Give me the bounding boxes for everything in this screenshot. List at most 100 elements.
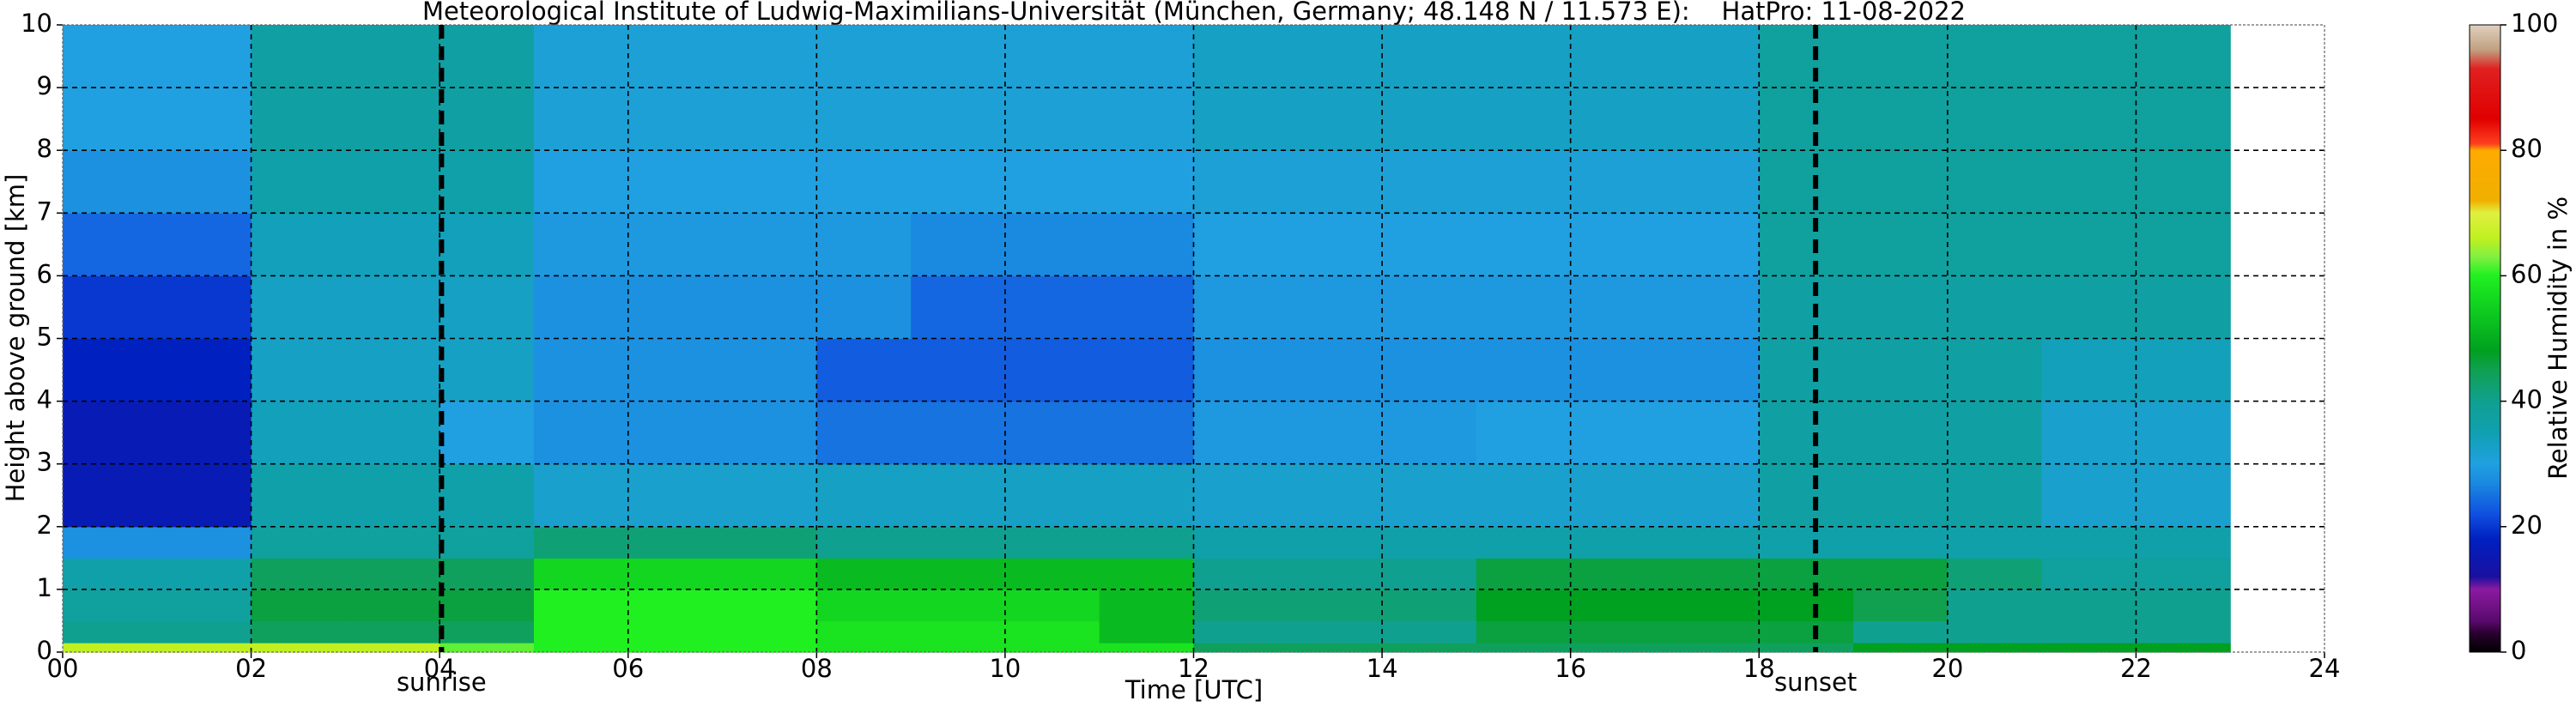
heatmap-cell xyxy=(1759,463,1854,528)
heatmap-cell xyxy=(2041,589,2137,622)
heatmap-cell xyxy=(251,275,346,340)
heatmap-cell xyxy=(1759,275,1854,340)
heatmap-cell xyxy=(439,620,535,644)
heatmap-cell xyxy=(1947,643,2043,653)
heatmap-cell xyxy=(1288,213,1383,276)
heatmap-cell xyxy=(1947,338,2043,402)
heatmap-cell xyxy=(2136,463,2231,528)
heatmap-cell xyxy=(1570,213,1666,276)
heatmap-cell xyxy=(1099,589,1195,622)
heatmap-cell xyxy=(722,275,817,340)
heatmap-cell xyxy=(1288,620,1383,644)
heatmap-cell xyxy=(1193,338,1288,402)
heatmap-cell xyxy=(722,213,817,276)
heatmap-cell xyxy=(533,150,629,214)
y-axis-label: Height above ground [km] xyxy=(1,174,30,503)
y-tick-label: 6 xyxy=(37,259,52,288)
heatmap-cell xyxy=(627,463,724,528)
heatmap-cell xyxy=(1570,150,1666,214)
colorbar-label: Relative Humidity in % xyxy=(2543,196,2573,480)
heatmap-cell xyxy=(2136,213,2231,276)
heatmap-cell xyxy=(1947,526,2043,559)
heatmap-cell xyxy=(1099,338,1195,402)
chart-title: Meteorological Institute of Ludwig-Maxim… xyxy=(422,0,1966,26)
x-tick-label: 04 xyxy=(424,654,456,683)
heatmap-cell xyxy=(1288,558,1383,590)
y-tick-label: 2 xyxy=(37,511,52,540)
heatmap-cell xyxy=(1759,150,1854,214)
heatmap-cell xyxy=(63,526,158,559)
heatmap-cell xyxy=(1193,643,1288,653)
heatmap-cell xyxy=(816,558,912,590)
heatmap-cell xyxy=(816,338,912,402)
heatmap-cell xyxy=(63,643,158,653)
heatmap-cell xyxy=(533,338,629,402)
heatmap-cell xyxy=(1193,589,1288,622)
heatmap-cell xyxy=(2041,643,2137,653)
heatmap-cell xyxy=(722,401,817,465)
heatmap-cell xyxy=(1664,643,1760,653)
heatmap-cell xyxy=(533,643,629,653)
heatmap-cell xyxy=(1004,463,1100,528)
heatmap-cell xyxy=(1382,213,1477,276)
heatmap-cell xyxy=(156,338,252,402)
heatmap-cell xyxy=(722,463,817,528)
heatmap-cell xyxy=(1382,463,1477,528)
heatmap-cell xyxy=(156,463,252,528)
x-tick-label: 18 xyxy=(1743,654,1775,683)
x-tick-label: 10 xyxy=(989,654,1021,683)
heatmap-cell xyxy=(533,620,629,644)
heatmap-cell xyxy=(156,526,252,559)
heatmap-cell xyxy=(1476,338,1572,402)
heatmap-cell xyxy=(1853,213,1949,276)
heatmap-cell xyxy=(2041,463,2137,528)
heatmap-cell xyxy=(1193,558,1288,590)
marker-label: sunset xyxy=(1774,668,1857,697)
x-tick-label: 14 xyxy=(1367,654,1398,683)
heatmap-cell xyxy=(345,213,440,276)
heatmap-cell xyxy=(1099,150,1195,214)
heatmap-cell xyxy=(251,526,346,559)
heatmap-cell xyxy=(251,338,346,402)
heatmap-cell xyxy=(2041,213,2137,276)
heatmap-cell xyxy=(722,150,817,214)
heatmap-cell xyxy=(2136,589,2231,622)
heatmap-cell xyxy=(2136,526,2231,559)
colorbar-tick-label: 100 xyxy=(2511,9,2558,38)
heatmap-cell xyxy=(1664,338,1760,402)
heatmap-cell xyxy=(1759,620,1854,644)
heatmap-cell xyxy=(1288,526,1383,559)
heatmap-cell xyxy=(439,558,535,590)
heatmap-cell xyxy=(627,401,724,465)
colorbar-tick-label: 60 xyxy=(2511,259,2543,288)
heatmap-cell xyxy=(439,463,535,528)
heatmap-cell xyxy=(439,526,535,559)
heatmap-cell xyxy=(1664,620,1760,644)
heatmap-cell xyxy=(1476,558,1572,590)
heatmap-cell xyxy=(2136,275,2231,340)
heatmap-cell xyxy=(345,558,440,590)
heatmap-cell xyxy=(439,401,535,465)
heatmap-cell xyxy=(1382,643,1477,653)
heatmap-cell xyxy=(1664,401,1760,465)
heatmap-cell xyxy=(2041,620,2137,644)
heatmap-cell xyxy=(1193,401,1288,465)
y-tick-label: 0 xyxy=(37,636,52,665)
heatmap-cell xyxy=(1476,643,1572,653)
heatmap-cell xyxy=(1476,463,1572,528)
heatmap-cell xyxy=(156,558,252,590)
heatmap-cell xyxy=(251,558,346,590)
heatmap-cell xyxy=(1476,150,1572,214)
heatmap-cell xyxy=(1382,150,1477,214)
heatmap-cell xyxy=(1099,401,1195,465)
heatmap-cell xyxy=(1099,213,1195,276)
y-tick-label: 10 xyxy=(21,9,52,38)
heatmap-cell xyxy=(345,150,440,214)
heatmap-cell xyxy=(1288,589,1383,622)
heatmap-cell xyxy=(1570,558,1666,590)
heatmap-cell xyxy=(439,643,535,653)
heatmap-cell xyxy=(1853,643,1949,653)
heatmap-cell xyxy=(911,558,1006,590)
heatmap-cell xyxy=(63,401,158,465)
heatmap-cell xyxy=(251,150,346,214)
